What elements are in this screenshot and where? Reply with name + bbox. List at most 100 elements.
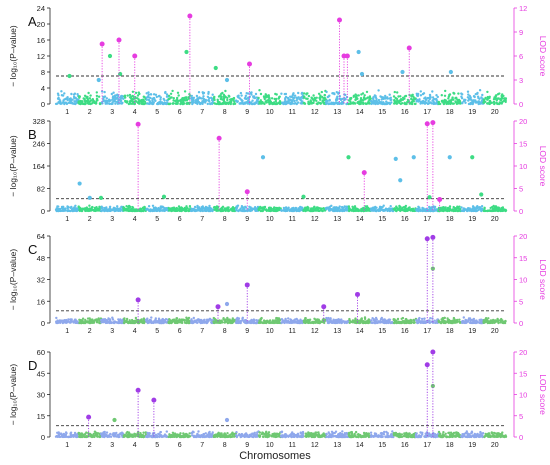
background-point: [426, 96, 429, 100]
chromosome-label: 4: [133, 216, 137, 223]
snp-point: [67, 73, 72, 79]
background-point: [185, 101, 189, 105]
background-point: [146, 207, 149, 211]
background-point: [500, 102, 503, 105]
background-point: [472, 321, 475, 325]
background-point: [299, 205, 302, 209]
background-point: [173, 433, 176, 437]
background-point: [125, 101, 129, 104]
background-point: [175, 435, 178, 439]
background-point: [112, 91, 115, 94]
background-point: [202, 433, 205, 436]
background-point: [113, 321, 116, 324]
background-point: [128, 206, 131, 209]
background-point: [422, 100, 426, 104]
background-point: [127, 102, 131, 106]
background-point: [446, 100, 449, 104]
background-point: [205, 321, 208, 325]
background-point: [118, 433, 122, 436]
background-point: [408, 321, 412, 325]
background-point: [187, 321, 190, 325]
background-point: [88, 207, 91, 211]
background-point: [354, 98, 357, 101]
background-point: [227, 94, 230, 98]
background-point: [249, 101, 253, 105]
background-point: [381, 102, 384, 106]
background-point: [116, 207, 119, 210]
background-point: [93, 319, 96, 322]
background-point: [478, 97, 481, 101]
background-point: [104, 99, 107, 102]
snp-point: [87, 195, 92, 200]
background-point: [278, 100, 282, 103]
background-point: [65, 102, 69, 105]
left-tick-label: 0: [41, 207, 45, 216]
background-point: [79, 102, 82, 106]
background-point: [292, 206, 295, 210]
background-point: [221, 321, 224, 324]
background-point: [412, 318, 415, 322]
background-point: [429, 96, 432, 99]
background-point: [122, 97, 125, 100]
chromosome-label: 19: [468, 216, 476, 223]
peak-point: [187, 13, 193, 19]
background-point: [161, 209, 164, 212]
background-point: [420, 317, 424, 321]
background-point: [431, 90, 434, 93]
background-point: [489, 319, 493, 322]
chromosome-label: 3: [110, 109, 114, 116]
background-point: [155, 435, 158, 438]
background-point: [224, 320, 227, 323]
background-point: [180, 101, 183, 104]
background-point: [297, 209, 300, 213]
background-point: [492, 320, 495, 323]
background-point: [213, 102, 216, 105]
background-point: [282, 102, 285, 106]
background-point: [307, 101, 311, 104]
background-point: [268, 319, 272, 322]
background-point: [477, 206, 480, 209]
background-point: [138, 209, 141, 213]
chromosome-label: 10: [266, 216, 274, 223]
background-point: [362, 102, 365, 106]
background-point: [74, 204, 77, 207]
chromosome-label: 5: [155, 216, 159, 223]
background-point: [277, 96, 281, 99]
background-point: [180, 319, 183, 323]
chromosome-label: 16: [401, 216, 409, 223]
background-point: [477, 102, 480, 106]
background-point: [377, 89, 380, 92]
background-point: [382, 209, 385, 212]
background-point: [133, 102, 136, 106]
background-point: [486, 90, 489, 94]
background-point: [425, 101, 428, 105]
background-point: [141, 98, 145, 101]
background-point: [73, 319, 77, 322]
background-point: [484, 100, 487, 104]
chromosome-label: 18: [446, 109, 454, 116]
background-point: [184, 209, 188, 212]
background-point: [480, 207, 484, 210]
right-tick-label: 5: [519, 185, 523, 194]
background-point: [372, 319, 375, 322]
background-point: [392, 318, 396, 322]
background-point: [358, 319, 361, 322]
background-point: [171, 318, 175, 322]
background-point: [452, 316, 456, 320]
chromosome-label: 17: [423, 109, 431, 116]
left-tick-label: 8: [41, 68, 45, 77]
background-point: [154, 319, 158, 322]
background-point: [349, 102, 352, 105]
background-point: [288, 98, 292, 101]
background-point: [341, 100, 344, 104]
background-point: [203, 435, 207, 438]
background-point: [288, 208, 291, 211]
panel-letter: A: [28, 14, 37, 29]
background-point: [123, 94, 127, 97]
background-point: [299, 208, 303, 211]
background-point: [167, 321, 170, 324]
background-point: [315, 99, 318, 103]
background-point: [275, 102, 278, 105]
background-point: [201, 435, 205, 439]
background-point: [191, 321, 195, 324]
